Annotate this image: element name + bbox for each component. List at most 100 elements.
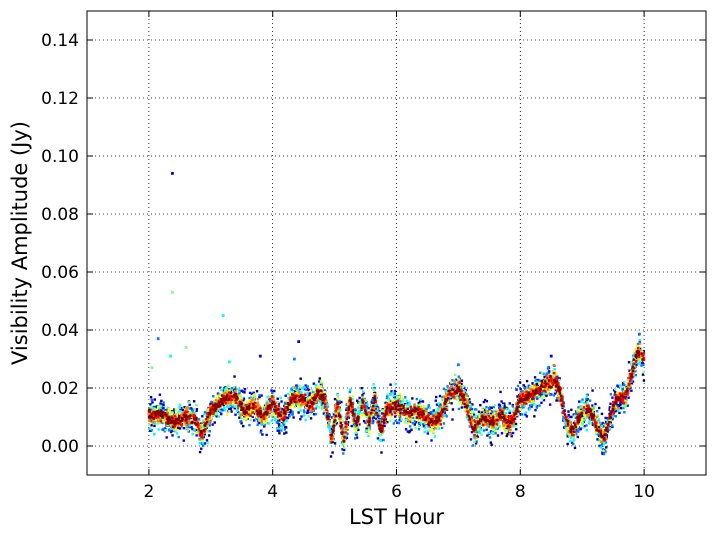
data-point bbox=[555, 399, 558, 402]
data-point bbox=[520, 404, 523, 407]
data-point bbox=[209, 402, 212, 406]
data-point bbox=[550, 379, 553, 383]
data-point bbox=[479, 403, 482, 407]
data-point bbox=[248, 423, 251, 427]
data-point bbox=[411, 416, 415, 420]
data-point bbox=[167, 407, 171, 411]
data-point bbox=[225, 400, 229, 403]
data-point bbox=[227, 391, 231, 394]
data-point bbox=[367, 411, 370, 414]
data-point bbox=[547, 370, 551, 373]
data-point bbox=[185, 425, 188, 429]
data-point bbox=[642, 370, 645, 374]
data-point bbox=[338, 419, 342, 423]
data-point bbox=[262, 425, 266, 428]
data-point bbox=[186, 412, 190, 415]
data-point bbox=[277, 409, 280, 412]
data-point bbox=[598, 444, 601, 448]
data-point bbox=[177, 424, 180, 427]
data-point bbox=[280, 424, 284, 428]
data-point bbox=[238, 412, 241, 415]
data-point bbox=[366, 416, 370, 419]
data-point bbox=[157, 428, 160, 431]
data-point bbox=[376, 412, 379, 416]
data-point bbox=[468, 398, 471, 401]
data-point bbox=[327, 424, 330, 428]
data-point bbox=[422, 425, 426, 428]
data-point bbox=[178, 410, 182, 413]
data-point bbox=[435, 403, 439, 406]
data-point bbox=[289, 407, 292, 411]
data-point bbox=[532, 402, 536, 405]
data-point bbox=[229, 408, 232, 411]
data-point bbox=[434, 414, 438, 418]
data-point bbox=[614, 415, 618, 418]
data-point bbox=[396, 396, 399, 399]
data-point bbox=[411, 397, 414, 400]
data-point bbox=[555, 397, 559, 400]
data-point bbox=[223, 406, 226, 410]
data-point bbox=[202, 431, 205, 434]
data-point bbox=[346, 403, 350, 406]
data-point bbox=[288, 404, 292, 407]
data-point bbox=[334, 403, 338, 406]
data-point bbox=[170, 412, 173, 415]
data-point bbox=[511, 403, 514, 407]
data-point bbox=[250, 397, 253, 400]
data-point bbox=[165, 436, 168, 439]
data-point bbox=[626, 385, 630, 388]
data-point bbox=[528, 408, 532, 411]
data-point bbox=[256, 401, 259, 405]
data-point bbox=[195, 409, 198, 413]
data-point bbox=[485, 408, 488, 411]
data-point bbox=[535, 405, 539, 408]
data-point bbox=[215, 397, 218, 401]
data-point bbox=[296, 403, 299, 406]
data-point bbox=[423, 415, 426, 419]
data-point bbox=[331, 451, 334, 454]
data-point bbox=[507, 418, 511, 421]
data-point bbox=[465, 416, 469, 419]
data-point bbox=[177, 435, 180, 439]
data-point bbox=[592, 412, 595, 415]
data-point bbox=[475, 440, 478, 443]
data-point bbox=[347, 398, 351, 401]
data-point bbox=[427, 404, 430, 407]
data-point bbox=[215, 411, 218, 415]
data-point bbox=[596, 438, 599, 441]
data-point bbox=[240, 389, 244, 393]
data-point bbox=[569, 421, 572, 425]
data-point bbox=[471, 421, 475, 424]
data-point bbox=[207, 422, 210, 425]
data-point bbox=[400, 397, 403, 401]
data-point bbox=[365, 429, 369, 432]
data-point bbox=[419, 419, 423, 423]
data-point bbox=[603, 443, 606, 447]
data-point bbox=[241, 390, 245, 393]
data-point bbox=[588, 421, 591, 424]
data-point bbox=[242, 398, 245, 402]
data-point bbox=[246, 415, 250, 418]
data-point bbox=[463, 405, 467, 409]
data-point bbox=[149, 403, 152, 406]
data-point bbox=[430, 439, 433, 442]
data-point bbox=[220, 387, 223, 390]
data-point bbox=[597, 418, 601, 421]
data-point bbox=[345, 433, 348, 436]
data-point bbox=[228, 393, 232, 396]
data-point bbox=[285, 431, 288, 434]
data-point bbox=[155, 419, 158, 422]
data-point bbox=[485, 399, 489, 403]
data-point bbox=[535, 406, 539, 409]
data-point bbox=[504, 415, 508, 418]
data-point bbox=[171, 414, 174, 418]
data-point bbox=[478, 415, 481, 419]
data-point bbox=[460, 382, 463, 386]
data-point bbox=[470, 418, 474, 422]
data-point bbox=[373, 392, 376, 396]
data-point bbox=[569, 439, 572, 443]
data-point bbox=[345, 422, 349, 426]
data-point bbox=[624, 405, 627, 408]
data-point bbox=[245, 413, 248, 417]
data-point bbox=[445, 394, 448, 397]
